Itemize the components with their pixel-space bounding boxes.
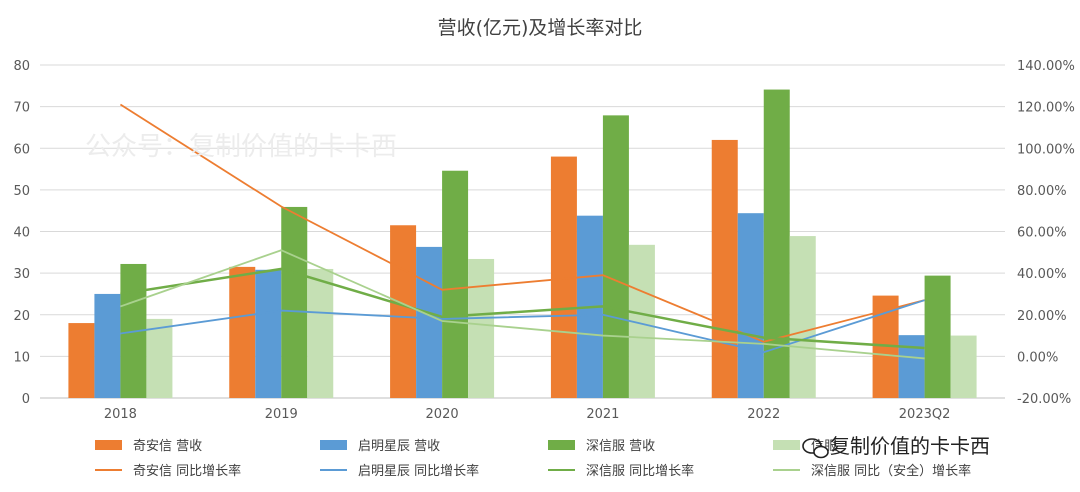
y2-tick-label: 140.00% bbox=[1017, 59, 1075, 74]
bar bbox=[307, 268, 334, 398]
legend-bar-swatch bbox=[320, 440, 347, 450]
bar-series bbox=[68, 89, 977, 399]
y2-axis-ticks: -20.00% 0.00% 20.00% 40.00% 60.00% 80.00% 100.… bbox=[1017, 59, 1075, 407]
series-line bbox=[119, 103, 925, 343]
x-tick-label: 2020 bbox=[426, 407, 459, 422]
series-line bbox=[120, 249, 925, 360]
y2-tick-label: 20.00% bbox=[1017, 309, 1067, 324]
bar bbox=[229, 266, 256, 398]
corner-watermark: 复制价值的卡卡西 bbox=[802, 434, 990, 459]
bar bbox=[898, 335, 925, 398]
x-tick-label: 2022 bbox=[747, 407, 780, 422]
legend-bar-swatch bbox=[548, 440, 575, 450]
x-tick-label: 2023Q2 bbox=[899, 407, 951, 422]
legend-bar-label: 奇安信 营收 bbox=[133, 438, 202, 454]
y2-tick-label: 40.00% bbox=[1017, 267, 1067, 282]
y2-tick-label: -20.00% bbox=[1017, 392, 1071, 407]
y2-tick-label: 120.00% bbox=[1017, 101, 1075, 116]
wechat-icon bbox=[802, 438, 829, 459]
y2-tick-label: 80.00% bbox=[1017, 184, 1067, 199]
y-tick-label: 80 bbox=[13, 59, 30, 74]
x-tick-label: 2019 bbox=[265, 407, 298, 422]
y2-tick-label: 0.00% bbox=[1017, 350, 1058, 365]
bar bbox=[255, 269, 282, 398]
legend-bar-swatch bbox=[95, 440, 122, 450]
y-tick-label: 50 bbox=[13, 184, 30, 199]
x-tick-label: 2021 bbox=[586, 407, 619, 422]
bar bbox=[789, 236, 816, 398]
chart-title: 营收(亿元)及增长率对比 bbox=[438, 17, 643, 39]
bar bbox=[390, 225, 417, 398]
series-line bbox=[120, 299, 925, 354]
legend-line-label: 启明星辰 同比增长率 bbox=[358, 463, 479, 479]
legend-bar-label: 启明星辰 营收 bbox=[358, 439, 440, 454]
y-tick-label: 10 bbox=[13, 350, 30, 365]
y2-tick-label: 100.00% bbox=[1017, 142, 1075, 157]
bar bbox=[94, 293, 121, 398]
bar bbox=[924, 275, 951, 398]
watermark-text: 公众号：复制价值的卡卡西 bbox=[85, 132, 397, 162]
gridlines bbox=[40, 64, 1005, 399]
legend-bar-label: 深信服 营收 bbox=[586, 439, 655, 454]
bar bbox=[68, 323, 95, 398]
y2-tick-label: 60.00% bbox=[1017, 226, 1067, 241]
legend-line-label: 深信服 同比增长率 bbox=[586, 463, 694, 479]
y-tick-label: 40 bbox=[13, 226, 30, 241]
x-axis-ticks: 2018 2019 2020 2021 2022 2023Q2 bbox=[104, 407, 951, 422]
series-line bbox=[120, 267, 925, 350]
bar bbox=[416, 246, 443, 398]
line-series bbox=[119, 103, 925, 360]
legend-line-label: 奇安信 同比增长率 bbox=[133, 463, 241, 479]
corner-watermark-text: 复制价值的卡卡西 bbox=[830, 434, 990, 458]
y-axis-ticks: 0 10 20 30 40 50 60 70 80 bbox=[13, 59, 30, 407]
bar bbox=[711, 139, 738, 399]
y-tick-label: 20 bbox=[13, 309, 30, 324]
bar bbox=[442, 170, 469, 398]
legend-line-label: 深信服 同比（安全）增长率 bbox=[811, 463, 971, 479]
y-tick-label: 30 bbox=[13, 267, 30, 282]
bar bbox=[468, 258, 495, 398]
y-tick-label: 0 bbox=[22, 392, 30, 407]
y-tick-label: 70 bbox=[13, 101, 30, 116]
bar bbox=[281, 206, 308, 398]
bar bbox=[950, 335, 977, 398]
bar bbox=[737, 213, 764, 398]
y-tick-label: 60 bbox=[13, 142, 30, 157]
legend-bar-swatch bbox=[773, 440, 800, 450]
bar bbox=[146, 318, 173, 398]
x-tick-label: 2018 bbox=[104, 407, 137, 422]
bar bbox=[602, 115, 629, 399]
